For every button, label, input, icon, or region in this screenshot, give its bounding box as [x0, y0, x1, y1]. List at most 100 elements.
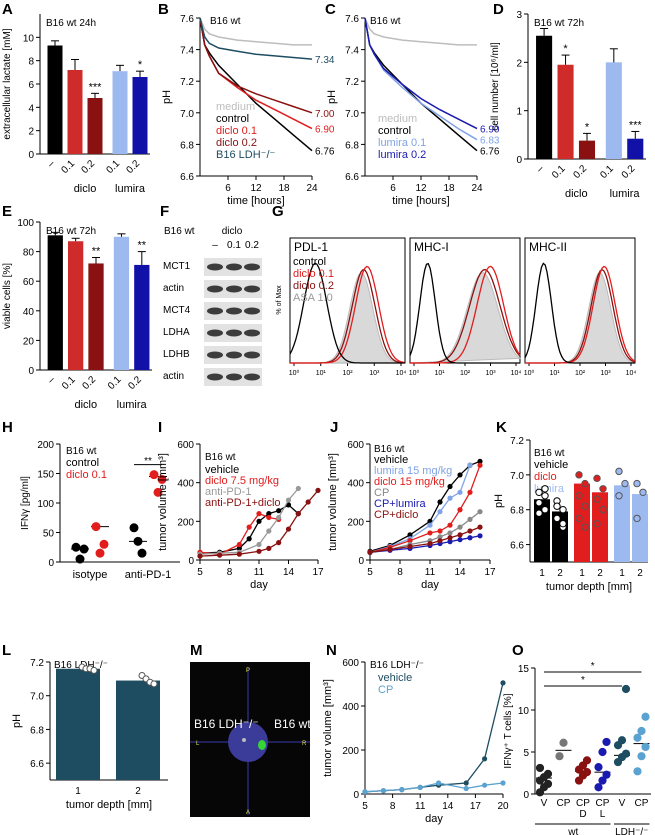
category-label: 0.1: [60, 158, 78, 176]
y-tick-label: 0: [188, 556, 194, 567]
data-point: [467, 535, 473, 541]
legend-entry: vehicle: [205, 464, 239, 476]
blot-band: [207, 263, 223, 271]
data-point: [447, 539, 453, 545]
data-point: [500, 780, 506, 786]
significance-marker: ***: [629, 119, 643, 131]
blot-row-label: actin: [163, 283, 184, 294]
group-label: diclo: [565, 188, 588, 200]
chart-title: B16 wt: [164, 226, 195, 237]
data-point: [399, 787, 405, 793]
data-point: [559, 738, 568, 747]
x-tick-label: 11: [254, 567, 265, 578]
x-tick-label: 10⁰: [524, 369, 535, 377]
chart-title: B16 wt 24h: [46, 18, 96, 29]
legend-entry: diclo 0.2: [293, 280, 334, 292]
bar: [132, 77, 148, 154]
end-value-label: 6.90: [480, 125, 500, 136]
data-point: [575, 492, 583, 500]
data-point: [407, 543, 413, 550]
data-point: [99, 539, 109, 549]
y-axis-label: tumor volume [mm³]: [157, 453, 169, 551]
x-tick-label: 24: [471, 183, 483, 194]
panel-letter-l: L: [2, 642, 11, 659]
x-axis-label: tumor depth [mm]: [66, 799, 152, 811]
x-tick-label: 8: [227, 567, 233, 578]
legend-entry: diclo 0.1: [293, 268, 334, 280]
data-point: [535, 499, 543, 507]
data-point: [256, 541, 262, 548]
blot-band: [226, 329, 242, 337]
group-label: diclo: [74, 183, 97, 195]
data-point: [79, 544, 89, 554]
bar: [88, 263, 104, 370]
y-tick-label: 600: [342, 658, 359, 669]
blot-band: [207, 373, 223, 381]
lane-label: 0.1: [227, 240, 241, 251]
data-point: [236, 545, 242, 552]
data-point: [639, 488, 647, 496]
data-point: [91, 522, 101, 532]
data-point: [581, 479, 589, 488]
data-point: [500, 680, 506, 686]
x-axis-label: day: [425, 813, 443, 825]
data-point: [543, 779, 553, 789]
x-axis-label: time [hours]: [392, 195, 449, 207]
legend-entry: anti-PD-1+diclo: [205, 497, 281, 509]
y-axis-label: IFNγ [pg/ml]: [20, 476, 31, 530]
x-tick-label: 10¹: [316, 370, 327, 377]
blot-band: [226, 351, 242, 359]
data-point: [437, 509, 443, 515]
legend-entry: diclo 0.2: [216, 137, 257, 149]
bar: [605, 62, 622, 160]
y-tick-label: 6.8: [30, 725, 44, 736]
legend-entry: diclo: [534, 471, 557, 483]
category-label: CP: [635, 798, 649, 809]
chart-title: B16 wt: [205, 452, 236, 463]
legend-entry: CP: [378, 684, 393, 696]
x-tick-label: 20: [497, 801, 509, 812]
data-point: [581, 502, 589, 510]
bar: [632, 494, 648, 562]
histogram-line: [524, 262, 635, 364]
blot-band: [207, 329, 223, 337]
data-point: [295, 510, 301, 517]
y-tick-label: 1: [516, 107, 522, 118]
category-label: 1: [579, 568, 585, 579]
category-label: L: [600, 809, 606, 820]
histogram-marker-label: MHC-II: [529, 240, 567, 254]
data-point: [447, 522, 453, 528]
data-point: [387, 546, 393, 552]
data-point: [621, 479, 629, 488]
y-tick-label: 8: [28, 57, 34, 68]
y-tick-label: 6.6: [510, 541, 524, 552]
x-tick-label: 14: [442, 801, 454, 812]
bar: [557, 64, 574, 159]
data-point: [256, 518, 262, 524]
panel-letter-d: D: [493, 1, 504, 18]
panel-letter-a: A: [2, 1, 13, 18]
chart-title: B16 wt: [374, 444, 405, 455]
data-point: [621, 749, 631, 758]
x-tick-label: 11: [415, 801, 426, 812]
legend-entry: lumira 0.1: [378, 137, 426, 149]
y-tick-label: 2: [28, 127, 34, 138]
panel-letter-n: N: [326, 642, 337, 659]
data-point: [407, 532, 413, 538]
data-point: [543, 769, 553, 778]
legend-entry: diclo 15 mg/kg: [374, 476, 445, 488]
data-point: [256, 510, 262, 517]
panel-letter-m: M: [190, 642, 203, 659]
series-line: [364, 17, 478, 130]
y-tick-label: 100: [17, 218, 34, 229]
data-point: [615, 467, 623, 476]
y-tick-label: 3: [516, 10, 522, 21]
bar: [87, 98, 103, 154]
y-tick-label: 60: [23, 277, 35, 288]
x-tick-label: 17: [484, 567, 496, 578]
category-label: V: [541, 798, 548, 809]
tumor-signal: [258, 740, 266, 750]
y-tick-label: 7.6: [345, 14, 359, 25]
blot-band: [226, 285, 242, 293]
y-tick-label: 50: [43, 529, 55, 540]
